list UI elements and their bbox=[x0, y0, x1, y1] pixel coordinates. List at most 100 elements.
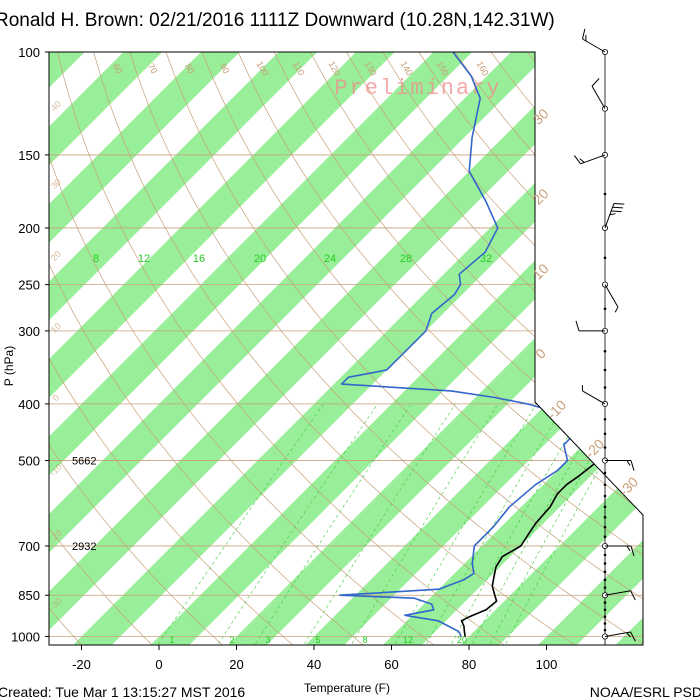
wind-level-dot bbox=[603, 471, 607, 475]
wind-barb-flag bbox=[626, 460, 631, 466]
adiabat-label: 70 bbox=[146, 62, 160, 76]
dry-adiabat bbox=[93, 52, 581, 645]
wind-barb-flag bbox=[581, 28, 586, 40]
wind-barb-flag bbox=[613, 203, 625, 205]
mixing-ratio-line bbox=[252, 403, 412, 645]
mixing-ratio-label: 20 bbox=[254, 253, 266, 265]
dry-adiabat bbox=[49, 52, 369, 645]
wind-barb-staff bbox=[580, 154, 606, 165]
wind-level-dot bbox=[603, 628, 607, 632]
isotherm-band bbox=[146, 52, 643, 645]
y-tick-label: 1000 bbox=[11, 630, 40, 645]
isotherm-band bbox=[49, 52, 422, 645]
x-tick-label: 80 bbox=[462, 657, 476, 672]
isotherm-band bbox=[49, 52, 344, 645]
dry-adiabat bbox=[237, 52, 643, 645]
wind-level-dot bbox=[603, 432, 607, 436]
wind-station-circle bbox=[602, 151, 609, 158]
mixing-ratio-line bbox=[391, 403, 537, 645]
wind-barb-flag bbox=[591, 78, 600, 87]
mixing-ratio-label: 2 bbox=[229, 635, 234, 645]
y-tick-label: 300 bbox=[18, 324, 40, 339]
green-isotherm-bands bbox=[49, 25, 700, 649]
wind-barb-flag bbox=[626, 545, 631, 552]
y-tick-label: 200 bbox=[18, 221, 40, 236]
wind-level-dot bbox=[603, 562, 607, 565]
mixing-ratio-label: 28 bbox=[400, 253, 412, 265]
wind-barb-flag bbox=[609, 213, 616, 216]
height-annotation: 5662 bbox=[72, 456, 96, 468]
y-tick-label: 850 bbox=[18, 588, 40, 603]
isotherm-label-left: 20 bbox=[49, 249, 63, 263]
wind-level-dot bbox=[603, 515, 607, 519]
wind-barb-flag bbox=[579, 158, 585, 163]
wind-barb-flag bbox=[614, 306, 619, 313]
wind-barb-staff bbox=[582, 38, 606, 53]
mixing-ratio-line bbox=[214, 403, 378, 645]
mixing-ratio-label: 20 bbox=[457, 635, 467, 645]
wind-level-dot bbox=[603, 601, 607, 604]
wind-level-dot bbox=[603, 307, 607, 311]
dry-adiabat bbox=[201, 52, 643, 645]
wind-level-dot bbox=[603, 494, 607, 498]
mixing-ratio-label: 1 bbox=[169, 635, 174, 645]
created-timestamp: Created: Tue Mar 1 13:15:27 MST 2016 bbox=[0, 684, 246, 700]
dry-adiabat bbox=[599, 52, 643, 645]
wind-barb-flag bbox=[573, 155, 581, 165]
wind-barb-staff bbox=[582, 390, 606, 405]
isotherm-band bbox=[49, 52, 267, 645]
x-tick-label: 100 bbox=[536, 657, 558, 672]
isotherm-band bbox=[689, 25, 700, 649]
wind-level-dot bbox=[603, 615, 607, 619]
wind-barb-flag bbox=[575, 320, 580, 332]
wind-barb-flag bbox=[630, 460, 635, 471]
x-tick-label: 60 bbox=[384, 657, 398, 672]
wind-barb-flag bbox=[630, 590, 636, 601]
mixing-ratio-line bbox=[154, 403, 324, 645]
wind-barb-flag bbox=[612, 206, 623, 209]
wind-level-dot bbox=[603, 386, 607, 389]
y-tick-label: 700 bbox=[18, 539, 40, 554]
wind-barbs bbox=[573, 28, 636, 645]
mixing-ratio-label: 8 bbox=[93, 253, 99, 265]
mixing-ratio-line bbox=[301, 403, 456, 645]
wind-level-dot bbox=[603, 256, 607, 260]
wind-level-dot bbox=[603, 553, 607, 557]
adiabat-label: 60 bbox=[111, 62, 125, 76]
mixing-ratio-line bbox=[348, 403, 499, 645]
dry-adiabat bbox=[635, 52, 643, 645]
isotherm-label-left: 40 bbox=[49, 99, 63, 113]
y-tick-label: 150 bbox=[18, 148, 40, 163]
mixing-ratio-label: 24 bbox=[324, 253, 336, 265]
wind-level-dot bbox=[603, 535, 607, 539]
wind-barb-flag bbox=[626, 632, 631, 638]
mixing-ratio-label: 12 bbox=[138, 253, 150, 265]
mixing-ratio-line bbox=[448, 403, 588, 645]
dry-adiabat bbox=[49, 52, 440, 645]
dry-adiabat bbox=[672, 52, 700, 649]
wind-level-dot bbox=[603, 622, 607, 625]
y-tick-label: 400 bbox=[18, 397, 40, 412]
wind-barb-flag bbox=[630, 545, 635, 557]
wind-barb-staff bbox=[604, 284, 619, 308]
dry-adiabat bbox=[57, 52, 510, 645]
x-tick-label: 40 bbox=[307, 657, 321, 672]
wind-barb-staff bbox=[604, 590, 631, 596]
mixing-ratio-label: 16 bbox=[193, 253, 205, 265]
wind-barb-staff bbox=[604, 203, 615, 229]
y-tick-label: 250 bbox=[18, 278, 40, 293]
mixing-ratio-line bbox=[503, 403, 636, 645]
x-tick-label: 20 bbox=[229, 657, 243, 672]
wind-level-dot bbox=[603, 192, 607, 196]
height-annotation: 2932 bbox=[72, 541, 96, 553]
isotherm-band bbox=[611, 52, 643, 645]
wind-level-dot bbox=[603, 368, 607, 372]
dry-adiabat bbox=[129, 52, 643, 645]
wind-level-dot bbox=[603, 586, 607, 589]
y-tick-label: 500 bbox=[18, 454, 40, 469]
dry-adiabat bbox=[273, 52, 643, 645]
mixing-ratio-label: 12 bbox=[403, 635, 413, 645]
wind-barb-staff bbox=[591, 85, 606, 109]
adiabat-label: 90 bbox=[218, 62, 232, 76]
